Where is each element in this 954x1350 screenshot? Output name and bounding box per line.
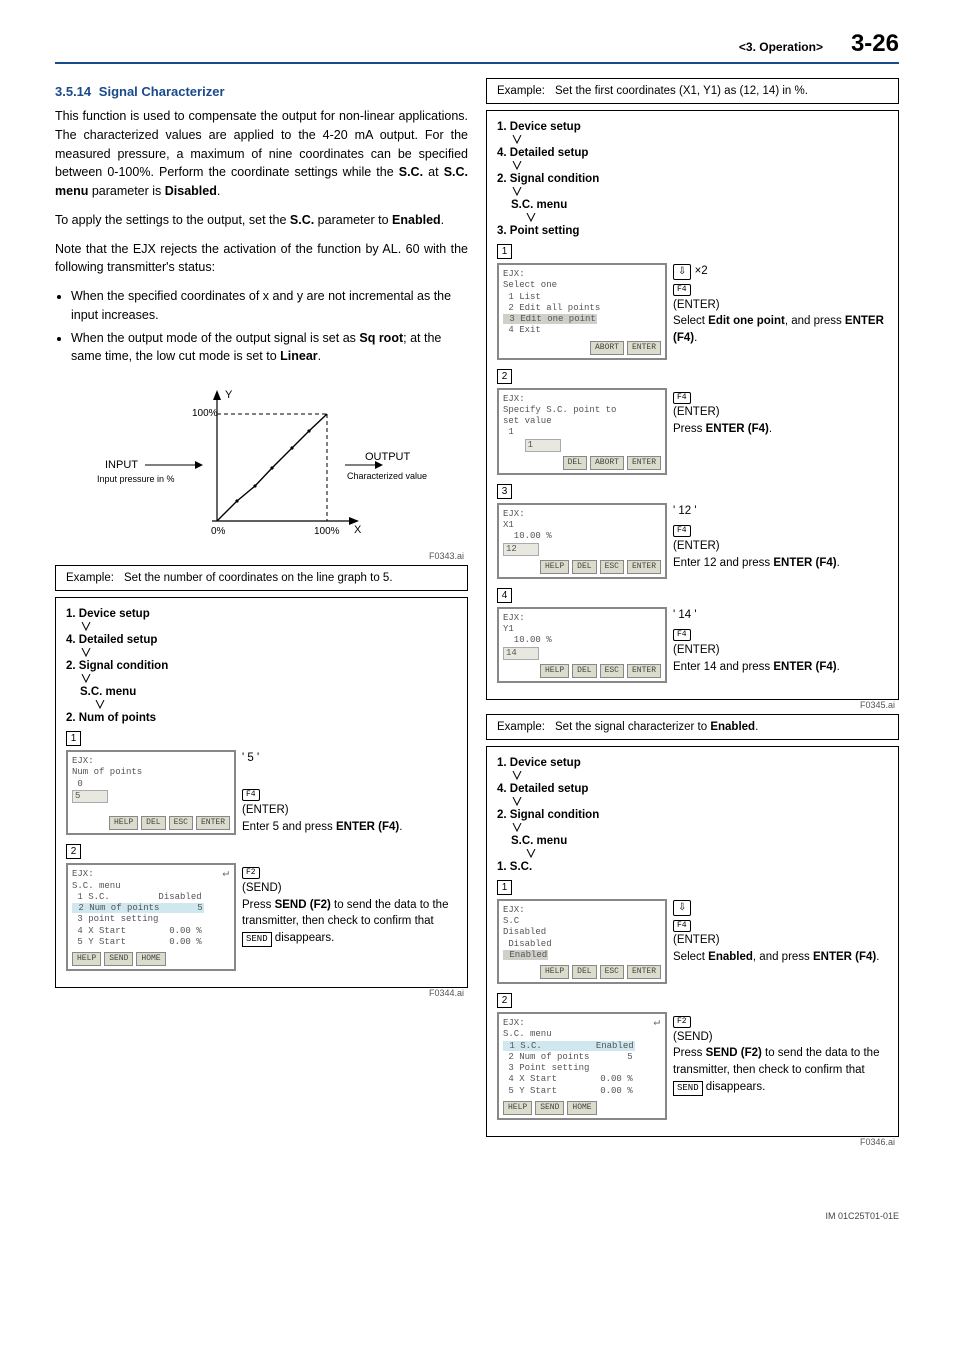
flow-b-box: 1. Device setup 4. Detailed setup 2. Sig… [486,110,899,700]
left-column: 3.5.14 Signal Characterizer This functio… [55,78,468,1151]
paragraph-2: To apply the settings to the output, set… [55,211,468,230]
bullet-2: When the output mode of the output signa… [71,329,468,367]
instr-a2: F2 (SEND) Press SEND (F2) to send the da… [242,863,457,971]
flow-a-5: 2. Num of points [66,712,457,724]
terminal-b3: EJX: X1 10.00 % 12 HELPDELESCENTER [497,503,667,579]
svg-text:0%: 0% [211,526,226,537]
svg-text:Characterized value: Characterized value [347,471,427,481]
step-b2: 2 EJX: Specify S.C. point to set value 1… [497,368,888,475]
section-heading: 3.5.14 Signal Characterizer [55,84,468,99]
down-key-icon: ⇩ [673,264,691,280]
example-a-box: Example: Set the number of coordinates o… [55,565,468,591]
terminal-a1: EJX: Num of points 0 5 HELPDELESCENTER [66,750,236,835]
flow-a-2: 4. Detailed setup [66,634,457,646]
paragraph-3: Note that the EJX rejects the activation… [55,240,468,278]
two-column-layout: 3.5.14 Signal Characterizer This functio… [55,78,899,1151]
header-page: 3-26 [851,30,899,58]
step-a1: 1 EJX: Num of points 0 5 HELPDELESCENTER… [66,730,457,835]
svg-text:Y: Y [225,389,233,401]
right-column: Example: Set the first coordinates (X1, … [486,78,899,1151]
flow-c-box: 1. Device setup 4. Detailed setup 2. Sig… [486,746,899,1137]
svg-text:X: X [354,524,362,536]
step-b3: 3 EJX: X1 10.00 % 12 HELPDELESCENTER ' 1… [497,483,888,579]
terminal-b2: EJX: Specify S.C. point to set value 1 1… [497,388,667,475]
terminal-b4: EJX: Y1 10.00 % 14 HELPDELESCENTER [497,607,667,683]
example-text: Set the number of coordinates on the lin… [124,572,457,584]
figure-number-2: F0344.ai [55,988,464,998]
step-a2-num: 2 [66,844,81,859]
example-b-box: Example: Set the first coordinates (X1, … [486,78,899,104]
return-icon: ↵ [222,868,229,882]
flow-a-4: S.C. menu [80,686,457,698]
down-key-icon: ⇩ [673,900,691,916]
page-footer: IM 01C25T01-01E [55,1211,899,1221]
flow-a-1: 1. Device setup [66,608,457,620]
svg-text:INPUT: INPUT [105,459,138,471]
example-c-box: Example: Set the signal characterizer to… [486,714,899,740]
flow-a-box: 1. Device setup 4. Detailed setup 2. Sig… [55,597,468,988]
svg-text:100%: 100% [192,408,218,419]
figure-number-3: F0345.ai [486,700,895,710]
paragraph-1: This function is used to compensate the … [55,107,468,201]
svg-text:OUTPUT: OUTPUT [365,451,411,463]
step-a2: 2 ↵ EJX: S.C. menu 1 S.C. Disabled 2 Num… [66,843,457,971]
bullet-list: When the specified coordinates of x and … [71,287,468,366]
step-a1-num: 1 [66,731,81,746]
figure-number-1: F0343.ai [55,551,464,561]
page-header: <3. Operation> 3-26 [55,30,899,64]
return-icon: ↵ [653,1017,660,1031]
step-c2: 2 ↵ EJX: S.C. menu 1 S.C. Enabled 2 Num … [497,992,888,1120]
terminal-c1: EJX: S.C Disabled Disabled Enabled HELPD… [497,899,667,984]
signal-characterizer-diagram: Y X 100% 0% 100% INPUT Input pressure in… [55,376,468,549]
bullet-1: When the specified coordinates of x and … [71,287,468,325]
example-label: Example: [66,572,124,584]
step-b1: 1 EJX: Select one 1 List 2 Edit all poin… [497,243,888,360]
header-section: <3. Operation> [739,40,823,54]
step-c1: 1 EJX: S.C Disabled Disabled Enabled HEL… [497,879,888,984]
terminal-b1: EJX: Select one 1 List 2 Edit all points… [497,263,667,360]
svg-text:Input pressure in %: Input pressure in % [97,474,175,484]
f2-key-icon: F2 [242,867,260,879]
flow-a-3: 2. Signal condition [66,660,457,672]
terminal-c2: ↵ EJX: S.C. menu 1 S.C. Enabled 2 Num of… [497,1012,667,1120]
figure-number-4: F0346.ai [486,1137,895,1147]
f4-key-icon: F4 [242,789,260,801]
instr-a1: ' 5 ' F4 (ENTER) Enter 5 and press ENTER… [242,750,457,835]
section-title: Signal Characterizer [99,84,225,99]
section-number: 3.5.14 [55,84,91,99]
step-b4: 4 EJX: Y1 10.00 % 14 HELPDELESCENTER ' 1… [497,587,888,683]
svg-text:100%: 100% [314,526,340,537]
terminal-a2: ↵ EJX: S.C. menu 1 S.C. Disabled 2 Num o… [66,863,236,971]
